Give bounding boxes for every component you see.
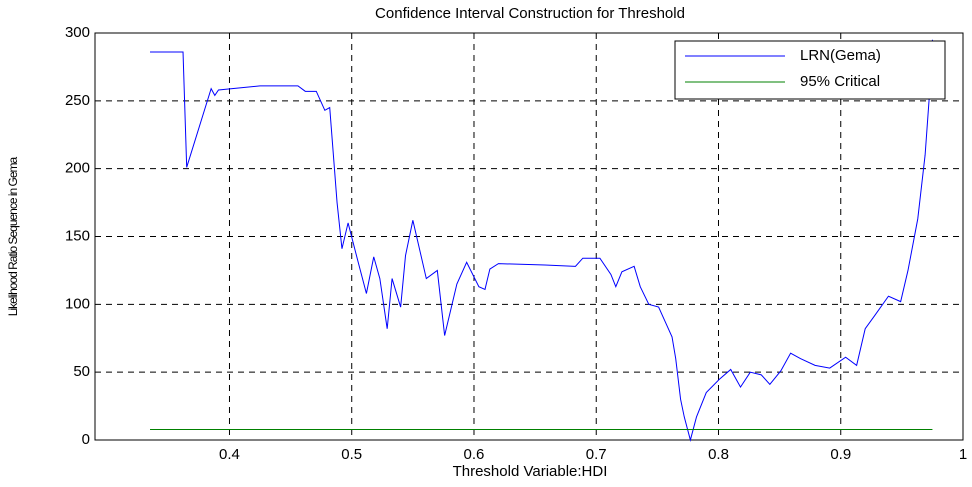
y-tick-label: 0: [82, 431, 90, 448]
y-tick-label: 200: [65, 160, 90, 177]
plot-frame: [94, 32, 964, 441]
x-tick-label: 0.7: [586, 446, 607, 463]
y-tick-label: 300: [65, 24, 90, 41]
data-line: [150, 39, 933, 442]
y-axis-label: Likelihood Ratio Sequence in Gema: [6, 156, 20, 316]
legend-box: [674, 40, 946, 100]
x-tick-label: 0.5: [341, 446, 362, 463]
y-tick-label: 150: [65, 227, 90, 244]
chart-title: Confidence Interval Construction for Thr…: [375, 5, 685, 22]
y-tick-label: 100: [65, 295, 90, 312]
x-tick-label: 0.8: [708, 446, 729, 463]
x-tick-label: 0.6: [464, 446, 485, 463]
x-tick-label: 0.9: [830, 446, 851, 463]
legend-label: LRN(Gema): [800, 47, 881, 64]
y-tick-label: 50: [73, 363, 90, 380]
x-tick-label: 1: [959, 446, 967, 463]
y-tick-label: 250: [65, 92, 90, 109]
x-tick-label: 0.4: [219, 446, 240, 463]
x-axis-label: Threshold Variable:HDI: [453, 463, 608, 480]
legend-label: 95% Critical: [800, 73, 880, 90]
